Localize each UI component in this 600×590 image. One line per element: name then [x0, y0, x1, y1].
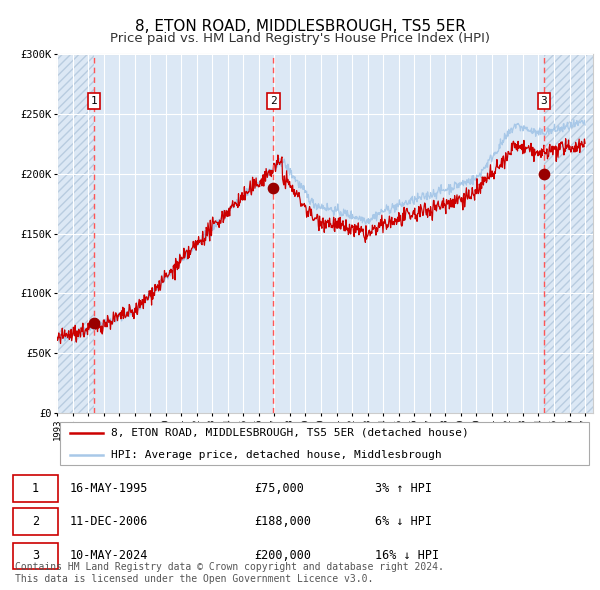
Text: 10-MAY-2024: 10-MAY-2024	[70, 549, 148, 562]
Text: 1: 1	[32, 482, 39, 496]
Text: 8, ETON ROAD, MIDDLESBROUGH, TS5 5ER (detached house): 8, ETON ROAD, MIDDLESBROUGH, TS5 5ER (de…	[110, 428, 469, 438]
Text: 11-DEC-2006: 11-DEC-2006	[70, 515, 148, 529]
Bar	[544, 54, 593, 413]
Point	[539, 169, 549, 179]
FancyBboxPatch shape	[13, 543, 58, 569]
Text: 1: 1	[91, 96, 97, 106]
Text: 16-MAY-1995: 16-MAY-1995	[70, 482, 148, 496]
Text: 3: 3	[541, 96, 547, 106]
Text: 3: 3	[32, 549, 39, 562]
Text: £75,000: £75,000	[254, 482, 304, 496]
Bar	[57, 54, 94, 413]
Text: 2: 2	[32, 515, 39, 529]
Text: Price paid vs. HM Land Registry's House Price Index (HPI): Price paid vs. HM Land Registry's House …	[110, 32, 490, 45]
Text: 16% ↓ HPI: 16% ↓ HPI	[375, 549, 439, 562]
FancyBboxPatch shape	[13, 509, 58, 535]
Text: 6% ↓ HPI: 6% ↓ HPI	[375, 515, 432, 529]
Text: £200,000: £200,000	[254, 549, 311, 562]
Text: HPI: Average price, detached house, Middlesbrough: HPI: Average price, detached house, Midd…	[110, 450, 442, 460]
Text: 3% ↑ HPI: 3% ↑ HPI	[375, 482, 432, 496]
Point	[89, 319, 98, 328]
Text: 2: 2	[270, 96, 277, 106]
Text: Contains HM Land Registry data © Crown copyright and database right 2024.
This d: Contains HM Land Registry data © Crown c…	[15, 562, 444, 584]
Text: 8, ETON ROAD, MIDDLESBROUGH, TS5 5ER: 8, ETON ROAD, MIDDLESBROUGH, TS5 5ER	[134, 19, 466, 34]
FancyBboxPatch shape	[13, 476, 58, 502]
Bar	[94, 54, 544, 413]
FancyBboxPatch shape	[59, 422, 589, 466]
Text: £188,000: £188,000	[254, 515, 311, 529]
Point	[269, 183, 278, 193]
